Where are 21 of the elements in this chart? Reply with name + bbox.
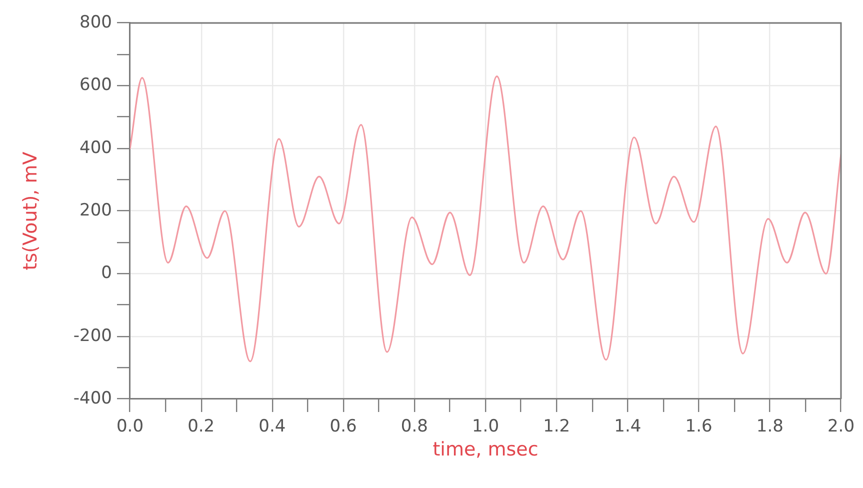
x-tick-label: 1.4: [614, 416, 642, 437]
x-tick-label: 1.2: [543, 416, 570, 437]
x-tick-label: 0.8: [400, 416, 428, 437]
x-tick-label: 0.6: [330, 416, 357, 437]
y-tick-label: 600: [80, 75, 112, 96]
y-tick-label: 400: [80, 138, 112, 158]
x-tick-label: 2.0: [827, 416, 855, 437]
x-tick-label: 0.4: [258, 416, 286, 437]
x-axis-title: time, msec: [432, 438, 538, 461]
y-tick-label: 200: [80, 200, 112, 220]
x-tick-label: 0.2: [188, 416, 215, 437]
line-series: [130, 75, 841, 362]
x-tick-label: 1.8: [756, 416, 784, 437]
y-tick-label: 0: [101, 263, 112, 284]
y-tick-label: -200: [73, 326, 112, 346]
x-tick-label: 1.0: [472, 416, 500, 437]
x-tick-label: 1.6: [685, 416, 712, 437]
y-tick-label: 800: [80, 12, 112, 32]
x-tick-label: 0.0: [116, 416, 144, 437]
y-axis-title: ts(Vout), mV: [19, 152, 42, 270]
y-tick-label: -400: [73, 388, 112, 408]
